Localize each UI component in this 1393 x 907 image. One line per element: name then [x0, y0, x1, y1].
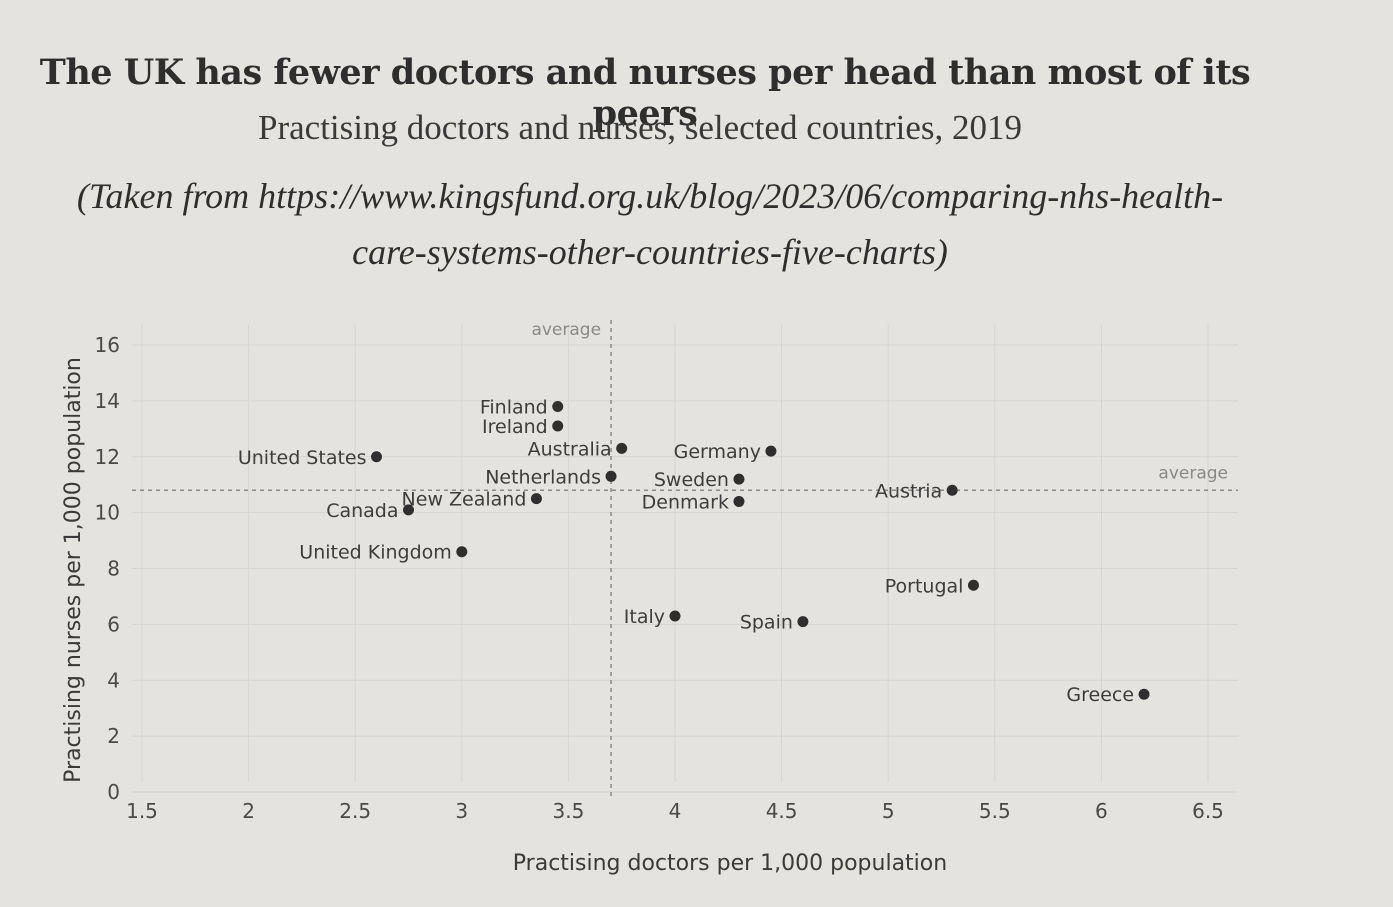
data-point: [765, 445, 777, 457]
average-label-y: average: [1158, 463, 1228, 483]
data-point-label: United Kingdom: [299, 542, 452, 564]
y-tick-label: 10: [95, 501, 120, 525]
data-point-label: Portugal: [885, 575, 964, 597]
data-point: [1138, 688, 1150, 700]
x-axis-ticks: 1.5 2 2.5 3 3.5 4 4.5 5 5.5 6 6.5: [126, 799, 1224, 823]
x-tick-label: 3.5: [552, 799, 584, 823]
data-point-label: Netherlands: [485, 466, 601, 488]
y-tick-label: 2: [107, 724, 120, 748]
data-point-label: Spain: [740, 612, 793, 634]
data-point-label: New Zealand: [402, 489, 527, 511]
x-tick-label: 4: [669, 799, 682, 823]
data-point-label: Finland: [480, 396, 548, 418]
data-point-label: United States: [238, 447, 367, 469]
y-tick-label: 8: [107, 557, 120, 581]
data-point-label: Canada: [326, 500, 398, 522]
data-point: [552, 420, 564, 432]
data-point-label: Denmark: [642, 491, 729, 513]
y-tick-label: 16: [95, 333, 120, 357]
data-point: [403, 504, 414, 516]
data-point-label: Germany: [674, 441, 761, 463]
y-axis-ticks: 0 2 4 6 8 10 12 14 16: [95, 333, 120, 804]
data-point: [946, 484, 958, 496]
y-tick-label: 0: [107, 780, 120, 804]
data-point: [456, 546, 468, 558]
y-tick-label: 14: [95, 389, 120, 413]
data-point: [605, 470, 617, 482]
data-point-label: Sweden: [654, 469, 729, 491]
grid-lines: [132, 325, 1238, 793]
x-tick-label: 5: [882, 799, 895, 823]
x-tick-label: 6.5: [1192, 799, 1224, 823]
data-point: [371, 451, 383, 463]
data-point-label: Italy: [624, 606, 665, 628]
data-point-label: Greece: [1066, 684, 1134, 706]
data-point: [797, 616, 809, 628]
data-point: [530, 493, 542, 505]
y-axis-label: Practising nurses per 1,000 population: [61, 357, 86, 783]
y-tick-label: 6: [107, 612, 120, 636]
data-point-label: Ireland: [482, 416, 548, 438]
chart-subtitle: Practising doctors and nurses, selected …: [258, 108, 1022, 147]
x-tick-label: 5.5: [979, 799, 1011, 823]
data-point: [552, 400, 564, 412]
average-label-x: average: [531, 320, 601, 340]
x-tick-label: 4.5: [766, 799, 798, 823]
data-point-label: Australia: [528, 438, 612, 460]
chart-source: (Taken from https://www.kingsfund.org.uk…: [76, 176, 1224, 272]
y-tick-label: 12: [95, 445, 120, 469]
x-tick-label: 2: [242, 799, 255, 823]
x-axis-label: Practising doctors per 1,000 population: [513, 851, 947, 876]
chart-title: The UK has fewer doctors and nurses per …: [39, 52, 1251, 134]
data-point: [967, 579, 979, 591]
x-tick-label: 2.5: [339, 799, 371, 823]
average-lines: average average: [132, 320, 1238, 797]
data-point-label: Austria: [875, 480, 942, 502]
x-tick-label: 1.5: [126, 799, 158, 823]
x-tick-label: 6: [1095, 799, 1108, 823]
x-tick-label: 3: [455, 799, 468, 823]
y-tick-label: 4: [107, 668, 120, 692]
data-point: [669, 610, 681, 622]
data-point: [733, 495, 745, 507]
data-point: [733, 473, 745, 485]
data-point: [616, 442, 628, 454]
